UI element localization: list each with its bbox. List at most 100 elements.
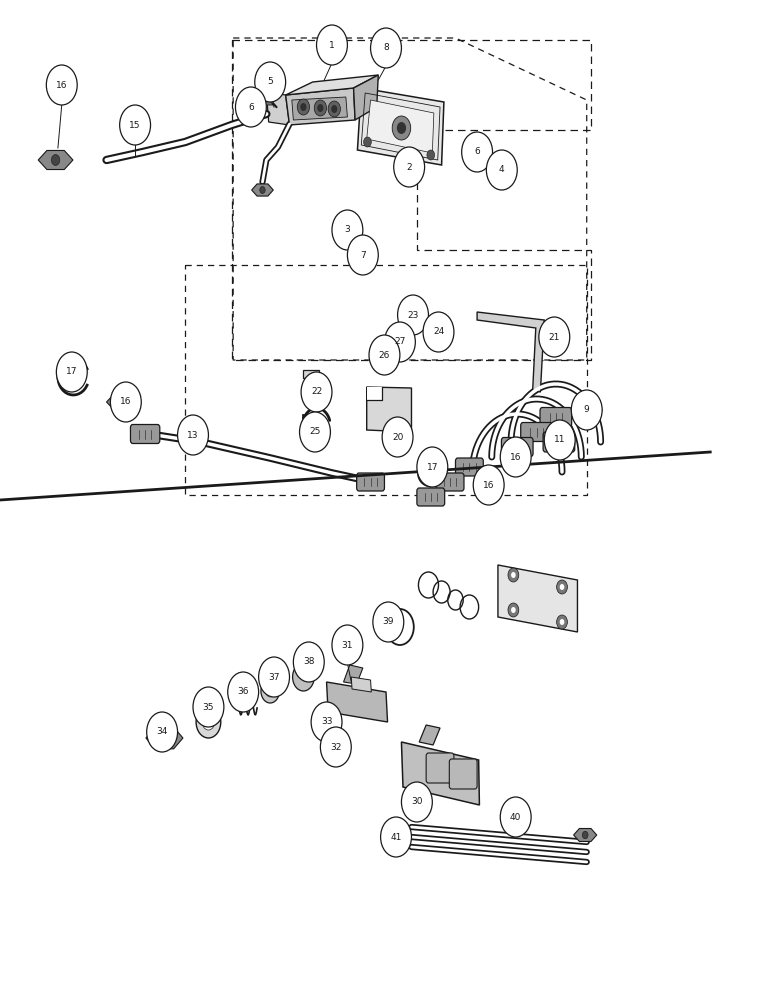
Circle shape bbox=[301, 372, 332, 412]
Polygon shape bbox=[367, 387, 382, 400]
Polygon shape bbox=[286, 88, 355, 125]
Polygon shape bbox=[401, 742, 479, 805]
Text: 16: 16 bbox=[510, 452, 521, 462]
Circle shape bbox=[193, 687, 224, 727]
Circle shape bbox=[394, 836, 401, 844]
Circle shape bbox=[259, 186, 266, 194]
FancyBboxPatch shape bbox=[520, 422, 553, 442]
Circle shape bbox=[417, 447, 448, 487]
Circle shape bbox=[427, 150, 435, 160]
Text: 39: 39 bbox=[383, 617, 394, 626]
Circle shape bbox=[352, 245, 363, 259]
Polygon shape bbox=[107, 394, 136, 410]
Text: 32: 32 bbox=[330, 742, 341, 752]
Circle shape bbox=[364, 137, 371, 147]
Polygon shape bbox=[251, 111, 259, 125]
Circle shape bbox=[500, 797, 531, 837]
FancyBboxPatch shape bbox=[436, 473, 464, 491]
Text: 41: 41 bbox=[391, 832, 401, 842]
Text: 30: 30 bbox=[411, 798, 422, 806]
Polygon shape bbox=[265, 97, 274, 105]
Text: 23: 23 bbox=[408, 310, 418, 320]
Circle shape bbox=[331, 105, 337, 113]
Circle shape bbox=[511, 572, 516, 578]
Polygon shape bbox=[354, 75, 378, 120]
Polygon shape bbox=[146, 727, 183, 749]
Text: 5: 5 bbox=[267, 78, 273, 87]
Circle shape bbox=[473, 465, 504, 505]
Text: 21: 21 bbox=[549, 332, 560, 342]
Polygon shape bbox=[498, 565, 577, 632]
Circle shape bbox=[582, 831, 588, 839]
FancyBboxPatch shape bbox=[426, 753, 454, 783]
Text: 6: 6 bbox=[248, 103, 254, 111]
Circle shape bbox=[110, 382, 141, 422]
Circle shape bbox=[300, 103, 306, 111]
Circle shape bbox=[293, 642, 324, 682]
Polygon shape bbox=[266, 92, 290, 125]
Text: 24: 24 bbox=[433, 328, 444, 336]
Text: 37: 37 bbox=[269, 672, 279, 682]
Text: 22: 22 bbox=[311, 387, 322, 396]
Text: 11: 11 bbox=[554, 436, 565, 444]
Circle shape bbox=[373, 602, 404, 642]
Circle shape bbox=[511, 607, 516, 613]
Circle shape bbox=[147, 712, 178, 752]
Text: 20: 20 bbox=[392, 432, 403, 442]
Circle shape bbox=[228, 672, 259, 712]
Circle shape bbox=[397, 122, 406, 134]
Polygon shape bbox=[357, 88, 444, 165]
Circle shape bbox=[178, 415, 208, 455]
Circle shape bbox=[317, 25, 347, 65]
Polygon shape bbox=[571, 401, 602, 419]
Circle shape bbox=[196, 706, 221, 738]
Polygon shape bbox=[367, 387, 411, 432]
Text: 35: 35 bbox=[203, 702, 214, 712]
Circle shape bbox=[539, 317, 570, 357]
Circle shape bbox=[398, 295, 428, 335]
FancyBboxPatch shape bbox=[130, 424, 160, 444]
Text: 26: 26 bbox=[379, 351, 390, 360]
Text: 6: 6 bbox=[474, 147, 480, 156]
Text: 3: 3 bbox=[344, 226, 350, 234]
Polygon shape bbox=[292, 97, 347, 120]
Text: 8: 8 bbox=[383, 43, 389, 52]
Circle shape bbox=[117, 397, 125, 406]
Circle shape bbox=[120, 105, 151, 145]
Text: 9: 9 bbox=[584, 406, 590, 414]
Circle shape bbox=[314, 100, 327, 116]
Circle shape bbox=[293, 663, 314, 691]
Text: 36: 36 bbox=[238, 688, 249, 696]
Circle shape bbox=[56, 352, 87, 392]
Circle shape bbox=[332, 210, 363, 250]
Circle shape bbox=[381, 817, 411, 857]
Text: 15: 15 bbox=[130, 120, 141, 129]
Circle shape bbox=[266, 685, 275, 697]
Circle shape bbox=[311, 702, 342, 742]
Circle shape bbox=[51, 154, 59, 165]
Polygon shape bbox=[303, 370, 319, 402]
Circle shape bbox=[261, 679, 279, 703]
Circle shape bbox=[382, 417, 413, 457]
Text: 40: 40 bbox=[510, 812, 521, 822]
Text: 1: 1 bbox=[329, 40, 335, 49]
FancyBboxPatch shape bbox=[357, 473, 384, 491]
Polygon shape bbox=[386, 834, 409, 846]
Circle shape bbox=[259, 657, 290, 697]
Circle shape bbox=[384, 322, 415, 362]
Circle shape bbox=[317, 104, 323, 112]
Polygon shape bbox=[419, 725, 440, 745]
Text: 31: 31 bbox=[342, 641, 353, 650]
Circle shape bbox=[462, 132, 493, 172]
Circle shape bbox=[508, 603, 519, 617]
Text: 17: 17 bbox=[66, 367, 77, 376]
Text: 17: 17 bbox=[427, 462, 438, 472]
Circle shape bbox=[544, 420, 575, 460]
Circle shape bbox=[339, 220, 350, 234]
FancyBboxPatch shape bbox=[455, 458, 483, 476]
Circle shape bbox=[583, 405, 591, 415]
Polygon shape bbox=[327, 682, 388, 722]
Circle shape bbox=[560, 584, 564, 590]
Circle shape bbox=[557, 615, 567, 629]
Circle shape bbox=[560, 619, 564, 625]
